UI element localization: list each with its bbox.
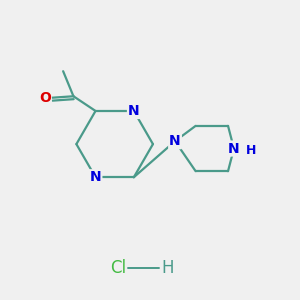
Text: N: N bbox=[128, 104, 140, 118]
Text: H: H bbox=[246, 144, 257, 158]
Text: H: H bbox=[162, 259, 174, 277]
Text: N: N bbox=[169, 134, 181, 148]
Text: N: N bbox=[228, 142, 240, 155]
Text: Cl: Cl bbox=[110, 259, 126, 277]
Text: O: O bbox=[39, 91, 51, 105]
Text: N: N bbox=[90, 170, 101, 184]
